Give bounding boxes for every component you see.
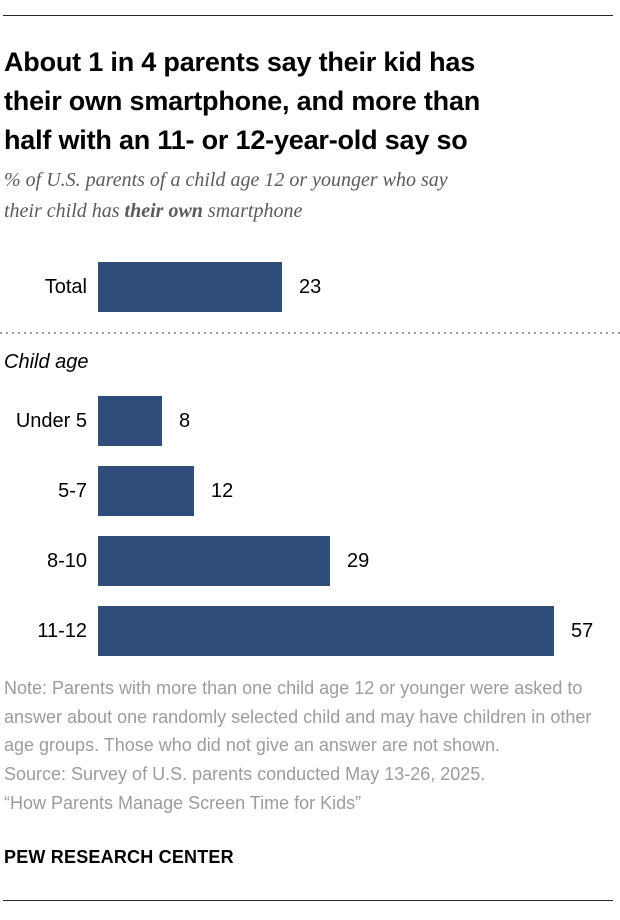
bar-label: 11-12 [37, 619, 87, 642]
bottom-rule [3, 900, 613, 901]
top-rule [3, 15, 613, 16]
pew-research-center-logo: PEW RESEARCH CENTER [4, 847, 234, 867]
group-divider [0, 332, 620, 334]
bar-chart: Total 23 Child age Under 5 8 5-7 12 8-10 29 11-12… [0, 262, 620, 656]
subtitle-text: % of U.S. parents of a child age 12 or y… [4, 169, 448, 191]
bar [98, 262, 282, 312]
bar-row: 11-12 57 [0, 606, 620, 656]
chart-subtitle-line: % of U.S. parents of a child age 12 or y… [4, 165, 616, 196]
bar [98, 606, 554, 656]
chart-title-line: half with an 11- or 12-year-old say so [4, 125, 468, 155]
bar-value: 12 [211, 479, 234, 502]
subtitle-text: smartphone [202, 200, 303, 222]
source-text: Source: Survey of U.S. parents conducted… [4, 764, 486, 785]
report-title-text: “How Parents Manage Screen Time for Kids… [4, 792, 362, 813]
chart-title-line: About 1 in 4 parents say their kid has [4, 47, 476, 77]
bar-row: Under 5 8 [0, 396, 620, 446]
bar-value: 8 [179, 409, 191, 432]
bar [98, 536, 330, 586]
chart-title: About 1 in 4 parents say their kid has t… [4, 43, 616, 160]
bar-row: Total 23 [0, 262, 620, 312]
group-header: Child age [4, 351, 89, 373]
chart-subtitle-line: their child has their own smartphone [4, 196, 616, 227]
subtitle-text: their child has [4, 200, 125, 222]
note-text: Note: Parents with more than one child a… [4, 678, 592, 756]
subtitle-emphasis: their own [124, 200, 203, 222]
chart-title-line: their own smartphone, and more than [4, 86, 481, 116]
bar-label: Under 5 [15, 409, 87, 432]
bar-row: 8-10 29 [0, 536, 620, 586]
bar-label: 8-10 [46, 549, 87, 572]
bar-row: 5-7 12 [0, 466, 620, 516]
bar-label: Total [44, 275, 87, 298]
bar [98, 466, 194, 516]
bar-label: 5-7 [58, 479, 87, 502]
bar-value: 57 [571, 619, 594, 642]
footer-notes: Note: Parents with more than one child a… [4, 674, 604, 818]
bar-value: 29 [347, 549, 370, 572]
bar [98, 396, 162, 446]
bar-value: 23 [299, 275, 322, 298]
chart-subtitle: % of U.S. parents of a child age 12 or y… [4, 165, 616, 227]
